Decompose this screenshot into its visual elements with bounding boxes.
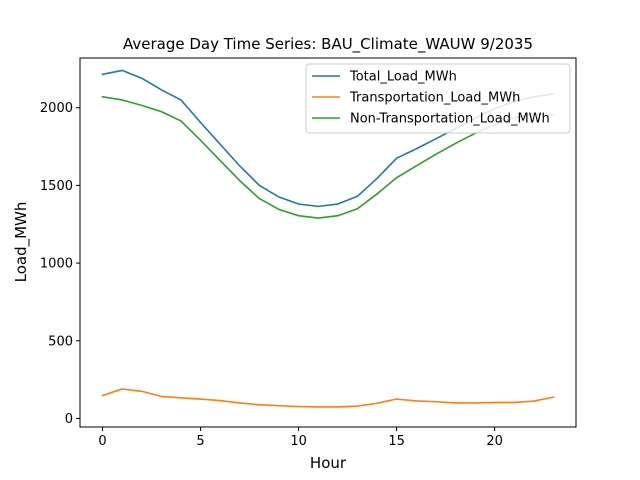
x-tick-label: 0 <box>98 434 106 449</box>
x-tick-label: 10 <box>290 434 307 449</box>
y-tick-label: 1000 <box>40 257 73 272</box>
legend-box <box>305 63 571 134</box>
series-line-1 <box>101 388 555 408</box>
legend-entry-0: Total_Load_MWh <box>349 70 457 85</box>
y-axis-label: Load_MWh <box>12 202 31 283</box>
legend-entry-1: Transportation_Load_MWh <box>349 91 520 106</box>
y-axis: 0 500 1000 1500 2000 <box>40 101 80 427</box>
y-tick-label: 1500 <box>40 179 73 194</box>
plot-frame <box>79 57 577 428</box>
legend-entry-2: Non-Transportation_Load_MWh <box>350 112 550 127</box>
chart-title: Average Day Time Series: BAU_Climate_WAU… <box>123 35 533 54</box>
y-tick-label: 0 <box>65 412 73 427</box>
y-tick-label: 2000 <box>40 101 73 116</box>
x-tick-label: 15 <box>388 434 405 449</box>
y-tick-label: 500 <box>48 334 73 349</box>
legend: Total_Load_MWh Transportation_Load_MWh Non… <box>305 63 571 134</box>
x-tick-label: 20 <box>486 434 503 449</box>
x-tick-label: 5 <box>196 434 204 449</box>
x-axis: 0 5 10 15 20 <box>98 427 503 449</box>
x-axis-label: Hour <box>310 454 347 472</box>
